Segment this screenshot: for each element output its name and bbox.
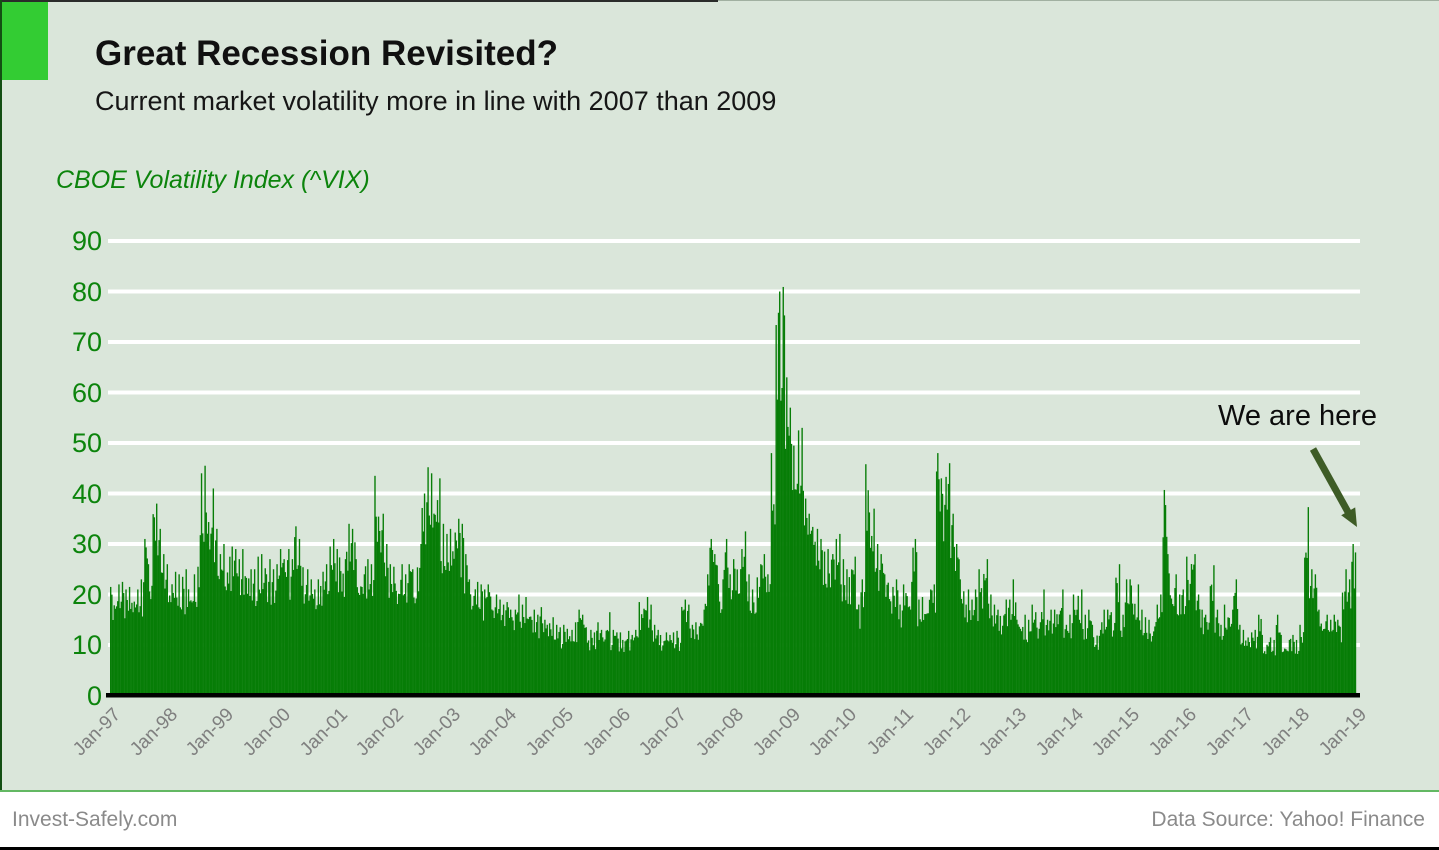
y-axis-tick-label: 70 [71, 327, 102, 357]
y-axis-tick-label: 80 [71, 276, 102, 307]
y-axis-tick-label: 0 [86, 680, 102, 711]
annotation-arrow [1309, 447, 1352, 514]
chart-series-label: CBOE Volatility Index (^VIX) [56, 166, 370, 194]
top-edge-line [0, 0, 718, 2]
y-axis-tick-label: 60 [71, 377, 102, 408]
footer-left-text: Invest-Safely.com [12, 807, 178, 831]
left-edge-line [0, 0, 2, 790]
y-axis-tick-label: 20 [71, 579, 102, 610]
top-edge-line-faint [718, 0, 1439, 1]
page-title: Great Recession Revisited? [95, 34, 558, 73]
footer-bar: Invest-Safely.com Data Source: Yahoo! Fi… [0, 790, 1439, 850]
page-subtitle: Current market volatility more in line w… [95, 86, 777, 116]
y-axis-tick-label: 40 [71, 478, 102, 509]
annotation-we-are-here: We are here [1218, 400, 1378, 432]
footer-right-text: Data Source: Yahoo! Finance [1151, 807, 1425, 831]
y-axis-tick-label: 50 [71, 428, 102, 458]
y-axis-tick-label: 90 [71, 226, 102, 256]
y-axis-tick-label: 10 [71, 630, 102, 660]
y-axis-tick-label: 30 [71, 529, 102, 559]
accent-square [2, 2, 48, 80]
annotation-arrowhead [1341, 507, 1357, 527]
